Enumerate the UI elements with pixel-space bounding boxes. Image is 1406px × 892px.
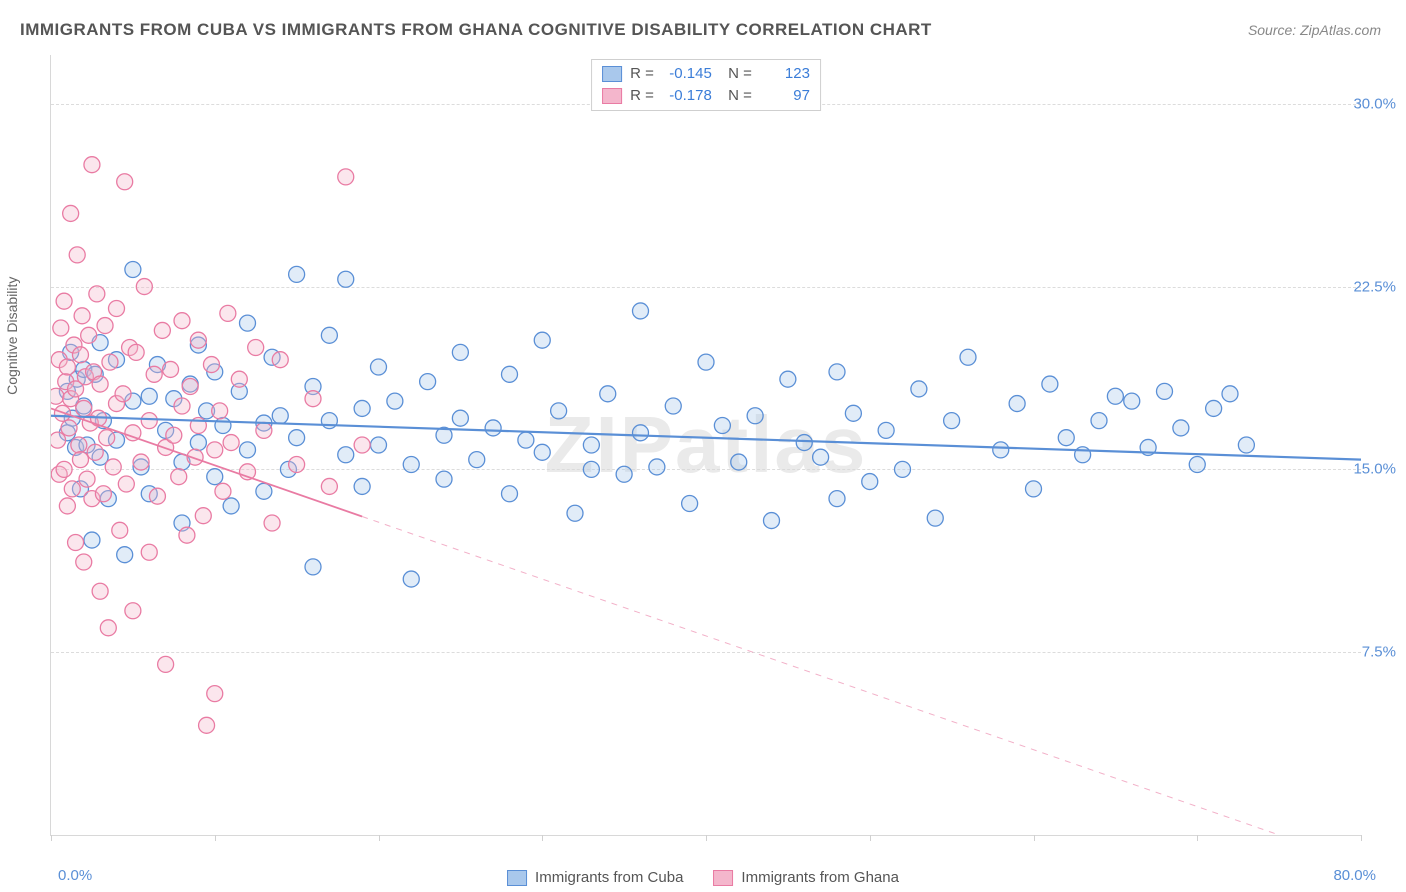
plot-area: ZIPatlas R = -0.145 N = 123 R = -0.178 N…: [50, 55, 1361, 836]
legend-label-ghana: Immigrants from Ghana: [741, 869, 899, 886]
x-axis-max-label: 80.0%: [1333, 867, 1376, 884]
scatter-svg: [51, 55, 1361, 835]
legend-item-cuba: Immigrants from Cuba: [507, 869, 683, 886]
chart-title: IMMIGRANTS FROM CUBA VS IMMIGRANTS FROM …: [20, 20, 932, 40]
y-tick-label: 7.5%: [1362, 644, 1396, 661]
legend-swatch-cuba-icon: [507, 870, 527, 886]
legend-swatch-ghana-icon: [713, 870, 733, 886]
legend-series: Immigrants from Cuba Immigrants from Gha…: [507, 869, 899, 886]
x-axis-min-label: 0.0%: [58, 867, 92, 884]
source-attribution: Source: ZipAtlas.com: [1248, 22, 1381, 38]
y-axis-title: Cognitive Disability: [4, 277, 20, 395]
chart-container: IMMIGRANTS FROM CUBA VS IMMIGRANTS FROM …: [0, 0, 1406, 892]
legend-label-cuba: Immigrants from Cuba: [535, 869, 683, 886]
legend-item-ghana: Immigrants from Ghana: [713, 869, 899, 886]
